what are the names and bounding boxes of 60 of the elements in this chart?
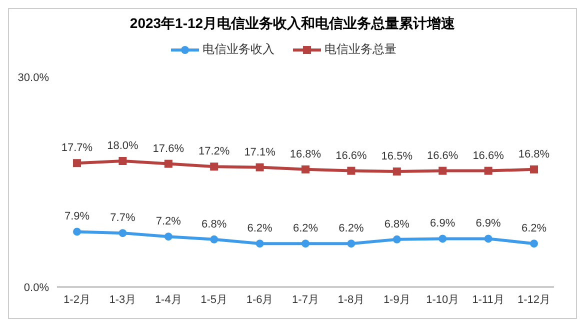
x-tick-label: 1-12月 [517,294,551,306]
y-tick-label: 0.0% [24,282,50,294]
data-label: 16.5% [381,150,413,162]
x-tick-label: 1-11月 [472,294,504,306]
data-label: 17.7% [61,142,93,154]
data-label: 6.2% [521,222,547,235]
point [118,157,127,165]
point [302,240,310,248]
point [210,162,218,171]
x-tick-label: 1-4月 [154,294,182,306]
data-label: 7.7% [110,212,136,224]
data-label: 6.2% [247,222,273,235]
data-label: 16.8% [518,148,550,160]
point [256,240,264,248]
data-label: 6.8% [202,218,227,230]
legend-label: 电信业务总量 [324,41,396,58]
point [302,165,310,174]
data-label: 7.2% [156,216,182,228]
data-label: 16.6% [336,150,368,162]
x-tick-label: 1-5月 [200,294,228,306]
x-tick-label: 1-6月 [246,294,274,306]
x-tick-label: 1-9月 [383,294,410,306]
data-label: 17.6% [152,142,184,155]
point [438,234,447,243]
x-tick-label: 1-2月 [64,294,90,306]
point [118,229,127,238]
x-tick-label: 1-8月 [338,294,365,306]
y-tick-label: 30.0% [18,72,50,84]
x-tick-label: 1-7月 [292,294,319,306]
data-label: 6.9% [476,218,502,230]
point [392,168,401,176]
data-label: 6.8% [384,218,410,230]
data-label: 17.1% [244,146,276,158]
data-label: 16.8% [290,148,322,160]
point [347,166,356,175]
x-tick-label: 1-3月 [109,294,136,306]
point [210,235,218,244]
point [164,160,172,168]
point [530,165,538,174]
point [256,163,264,172]
point [73,159,81,168]
data-label: 7.9% [64,210,90,223]
point [484,234,492,243]
point [392,235,401,244]
x-tick-label: 1-10月 [426,294,460,306]
point [164,232,172,241]
legend-label: 电信业务收入 [202,41,274,58]
point [347,240,356,248]
point [438,166,447,175]
data-label: 6.2% [292,222,318,235]
data-label: 17.2% [198,146,230,158]
data-label: 18.0% [107,140,139,152]
point [484,166,492,175]
data-label: 6.9% [430,218,456,230]
chart-title: 2023年1-12月电信业务收入和电信业务总量累计增速 [128,14,456,33]
point [530,240,538,248]
data-label: 6.2% [338,222,364,235]
data-label: 16.6% [472,150,504,162]
data-label: 16.6% [427,150,458,162]
point [73,228,81,236]
